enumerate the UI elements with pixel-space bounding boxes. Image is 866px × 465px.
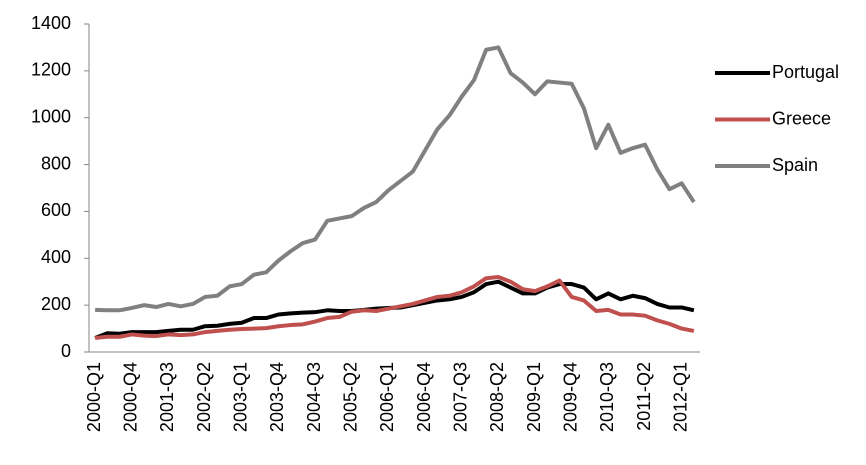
y-tick-label: 1200	[31, 60, 71, 80]
legend-label: Portugal	[772, 62, 839, 82]
y-tick-label: 800	[41, 153, 71, 173]
x-tick-label: 2010-Q3	[597, 362, 617, 432]
x-tick-label: 2009-Q4	[560, 362, 580, 432]
x-tick-label: 2007-Q3	[450, 362, 470, 432]
y-tick-label: 200	[41, 294, 71, 314]
x-tick-label: 2004-Q3	[304, 362, 324, 432]
legend-label: Spain	[772, 155, 818, 175]
y-tick-label: 400	[41, 247, 71, 267]
legend-label: Greece	[772, 108, 831, 128]
x-tick-label: 2000-Q4	[121, 362, 141, 432]
line	[95, 45, 696, 313]
x-tick-label: 2002-Q2	[194, 362, 214, 432]
x-tick-label: 2008-Q2	[487, 362, 507, 432]
x-tick-label: 2012-Q1	[670, 362, 690, 432]
x-tick-label: 2011-Q2	[634, 362, 654, 431]
x-tick-label: 2006-Q4	[414, 362, 434, 432]
line	[94, 275, 695, 340]
y-tick-label: 1400	[31, 13, 71, 33]
x-tick-label: 2005-Q2	[340, 362, 360, 432]
y-tick-label: 600	[41, 200, 71, 220]
x-tick-label: 2009-Q1	[524, 362, 544, 432]
x-tick-label: 2001-Q3	[157, 362, 177, 432]
x-tick-label: 2000-Q1	[84, 362, 104, 432]
x-tick-label: 2003-Q4	[267, 362, 287, 432]
x-tick-label: 2006-Q1	[377, 362, 397, 432]
y-tick-label: 0	[61, 341, 71, 361]
y-tick-label: 1000	[31, 106, 71, 126]
x-tick-label: 2003-Q1	[231, 362, 251, 432]
